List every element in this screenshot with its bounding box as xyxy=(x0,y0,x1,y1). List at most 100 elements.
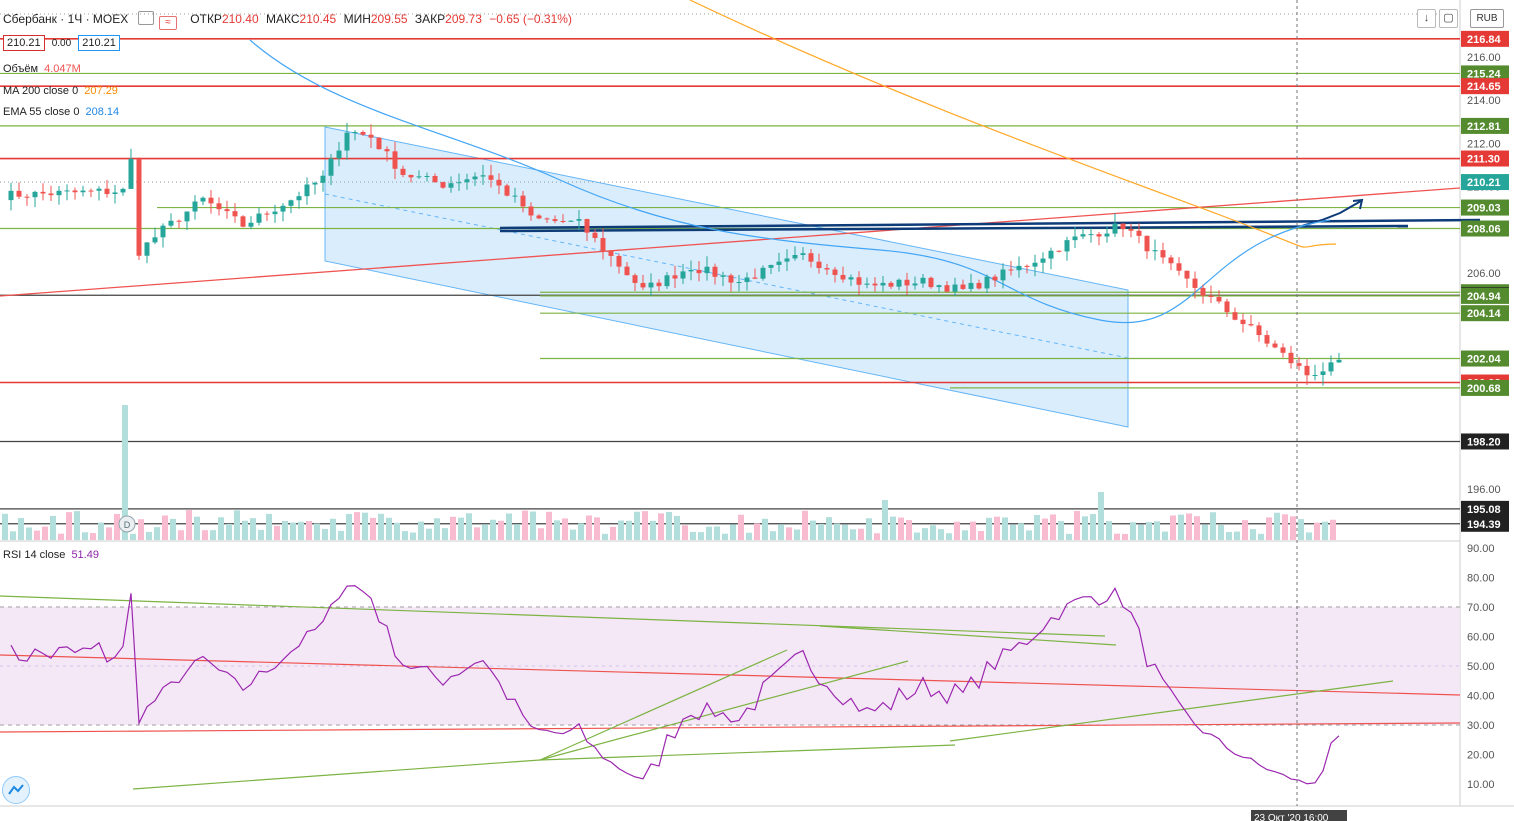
arrow-down-icon[interactable]: ↓ xyxy=(1417,9,1436,28)
volume-bar xyxy=(690,531,696,540)
volume-bar xyxy=(1002,517,1008,540)
price-level-label: 200.68 xyxy=(1467,383,1501,395)
volume-bar xyxy=(1330,519,1336,540)
ema-legend[interactable]: EMA 55 close 0 208.14 xyxy=(3,106,119,118)
volume-bar xyxy=(786,527,792,540)
tradingview-logo-icon[interactable] xyxy=(2,776,30,804)
volume-bar xyxy=(58,533,64,540)
rsi-value: 51.49 xyxy=(71,549,99,561)
candle-body xyxy=(880,282,886,286)
volume-bar xyxy=(42,526,48,540)
price-level-label-bg xyxy=(1461,500,1509,517)
volume-bar xyxy=(994,516,1000,540)
candle-body xyxy=(1272,343,1278,348)
volume-bar xyxy=(1242,520,1248,540)
volume-bar xyxy=(722,533,728,540)
candle-body xyxy=(632,275,638,283)
candle-body xyxy=(528,206,534,216)
volume-bar xyxy=(578,523,584,540)
ask-box[interactable]: 210.21 xyxy=(78,35,120,51)
candle-body xyxy=(1168,257,1174,264)
volume-bar xyxy=(602,533,608,540)
candle-body xyxy=(1192,278,1198,288)
price-level-label: 195.08 xyxy=(1467,504,1501,516)
ascending-trendline xyxy=(0,187,1461,297)
volume-bar xyxy=(274,525,280,540)
bid-box[interactable]: 210.21 xyxy=(3,35,45,51)
rsi-red-floor xyxy=(0,722,1461,733)
rsi-support-4 xyxy=(539,744,956,761)
volume-bar xyxy=(450,516,456,540)
ma-legend[interactable]: MA 200 close 0 207.29 xyxy=(3,85,118,97)
volume-bar xyxy=(850,529,856,540)
rsi-tick-label: 70.00 xyxy=(1467,602,1495,614)
candle-body xyxy=(160,225,166,238)
price-level-label: 204.14 xyxy=(1467,308,1502,320)
volume-bar xyxy=(1170,515,1176,540)
volume-bar xyxy=(1090,514,1096,540)
candle-body xyxy=(248,222,254,227)
candle-body xyxy=(728,275,734,283)
volume-bar xyxy=(826,517,832,540)
candle-body xyxy=(1008,269,1014,271)
volume-bar xyxy=(754,523,760,540)
price-level-label-bg xyxy=(1461,199,1509,216)
candle-body xyxy=(560,221,566,223)
ema55-line xyxy=(249,39,1331,324)
maximize-icon[interactable]: ▢ xyxy=(1439,9,1458,28)
high-label: МАКС xyxy=(266,12,300,26)
volume-bar xyxy=(66,512,72,540)
volume-bar xyxy=(746,532,752,540)
rsi-legend[interactable]: RSI 14 close 51.49 xyxy=(3,549,99,561)
volume-bar xyxy=(1138,524,1144,540)
volume-bar xyxy=(1106,521,1112,540)
volume-bar xyxy=(186,510,192,540)
candle-body xyxy=(1320,371,1326,375)
candle-body xyxy=(280,205,286,212)
candle-body xyxy=(1056,250,1062,252)
candle-body xyxy=(272,211,278,215)
candle-body xyxy=(1328,362,1334,372)
price-level-label-bg xyxy=(1461,379,1509,396)
volume-legend[interactable]: Объём 4.047M xyxy=(3,63,81,75)
compare-icon[interactable]: ≈ xyxy=(158,16,177,30)
candle-body xyxy=(1120,223,1126,230)
volume-bar xyxy=(1146,522,1152,540)
candle-body xyxy=(112,192,118,195)
volume-bar xyxy=(242,520,248,540)
change-value: −0.65 (−0.31%) xyxy=(489,12,572,26)
currency-badge[interactable]: RUB xyxy=(1470,9,1504,28)
volume-bar xyxy=(818,523,824,540)
volume-bar xyxy=(330,518,336,540)
volume-bar xyxy=(1018,523,1024,540)
volume-bar xyxy=(594,517,600,540)
volume-bar xyxy=(1122,533,1128,540)
candle-body xyxy=(216,203,222,210)
candle-body xyxy=(488,175,494,180)
candle-body xyxy=(144,242,150,256)
price-level-label-bg xyxy=(1461,220,1509,237)
candle-body xyxy=(1336,359,1342,363)
candle-body xyxy=(568,220,574,222)
eye-toggle-icon[interactable] xyxy=(137,11,154,25)
symbol-title[interactable]: Сбербанк · 1Ч · MOEX xyxy=(3,12,129,26)
candle-body xyxy=(624,266,630,276)
volume-bar xyxy=(794,529,800,540)
price-level-label-bg xyxy=(1461,350,1509,367)
volume-bar xyxy=(1194,516,1200,540)
volume-bar xyxy=(866,518,872,540)
candle-body xyxy=(616,255,622,267)
rsi-tick-label: 30.00 xyxy=(1467,720,1495,732)
candle-body xyxy=(1232,312,1238,320)
rsi-support-2 xyxy=(539,649,788,761)
candle-body xyxy=(952,284,958,292)
volume-bar xyxy=(890,516,896,540)
descending-channel xyxy=(324,126,1129,428)
volume-bar xyxy=(514,524,520,540)
candle-body xyxy=(368,134,374,138)
volume-bar xyxy=(962,530,968,540)
candle-body xyxy=(1088,234,1094,236)
volume-bar xyxy=(1154,521,1160,540)
candle-body xyxy=(992,276,998,281)
